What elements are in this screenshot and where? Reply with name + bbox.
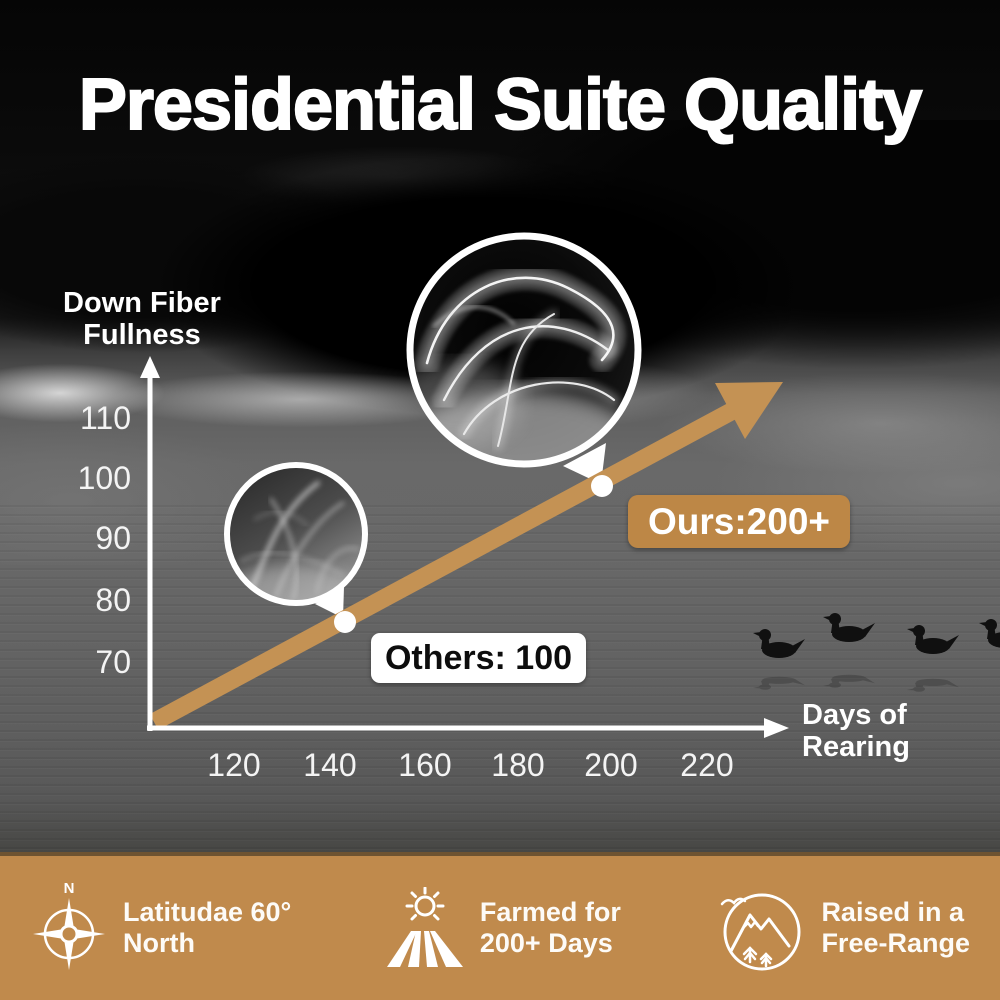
feature-farmed-line2: 200+ Days — [479, 928, 613, 958]
feature-freerange-line1: Raised in a — [821, 896, 964, 927]
x-axis-label-line2: Rearing — [802, 730, 910, 763]
x-tick-200: 200 — [584, 747, 638, 783]
feature-free-range: Raised in a Free-Range — [714, 882, 970, 974]
y-tick-110: 110 — [79, 400, 131, 436]
feature-bar: N Latitudae 60° North — [0, 852, 1000, 1000]
y-tick-70: 70 — [95, 644, 131, 680]
x-tick-220: 220 — [680, 747, 734, 783]
x-tick-180: 180 — [491, 747, 545, 783]
x-tick-120: 120 — [207, 747, 261, 783]
sun-field-icon — [386, 887, 463, 967]
feature-latitude-line2: North — [123, 928, 195, 958]
feature-latitude: N Latitudae 60° North — [30, 880, 291, 976]
y-axis-label-line1: Down Fiber — [63, 287, 221, 319]
free-range-mountain-icon — [721, 893, 801, 971]
feature-latitude-line1: Latitudae 60° — [123, 896, 292, 927]
y-tick-90: 90 — [95, 520, 131, 556]
ours-value-badge: Ours:200+ — [628, 495, 850, 548]
others-value-badge: Others: 100 — [371, 633, 586, 683]
compass-icon: N — [33, 880, 105, 970]
y-tick-100: 100 — [77, 460, 131, 496]
y-axis-label: Down Fiber Fullness — [38, 287, 246, 352]
y-tick-80: 80 — [95, 582, 131, 618]
x-tick-160: 160 — [398, 747, 452, 783]
x-tick-140: 140 — [303, 747, 357, 783]
page-title: Presidential Suite Quality — [78, 64, 923, 146]
y-axis-label-line2: Fullness — [83, 318, 201, 351]
feature-farmed-line1: Farmed for — [479, 896, 621, 927]
feature-farmed-days: Farmed for 200+ Days — [385, 887, 621, 969]
compass-north-letter: N — [64, 880, 75, 897]
x-axis-label: Days of Rearing — [802, 699, 992, 764]
x-axis-label-line1: Days of — [802, 699, 907, 731]
feature-freerange-line2: Free-Range — [821, 928, 970, 958]
